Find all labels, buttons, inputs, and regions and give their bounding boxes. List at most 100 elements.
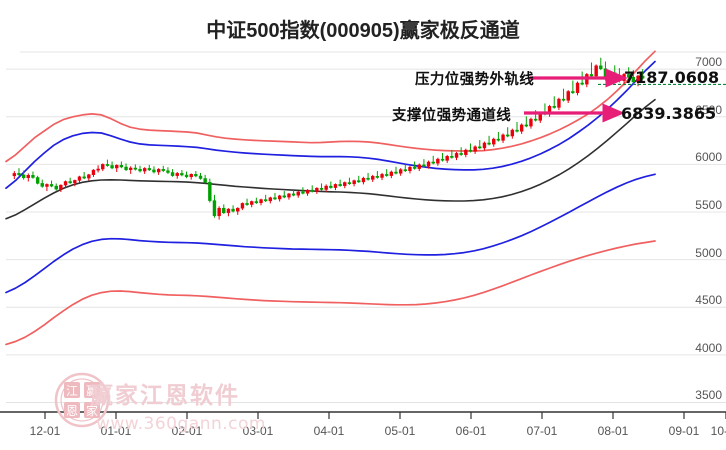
annotation-label-resistance: 压力位强势外轨线	[415, 72, 535, 88]
candle-body	[436, 158, 440, 164]
candle-body	[352, 180, 356, 185]
candle-body	[636, 75, 640, 83]
candle-body	[194, 174, 198, 177]
candle-body	[422, 164, 426, 167]
candle-body	[282, 195, 286, 198]
y-axis-tick-label: 6500	[695, 102, 722, 117]
candle-body	[515, 129, 519, 132]
candle-body	[380, 174, 384, 178]
candle-body	[529, 118, 533, 127]
candle-body	[124, 166, 128, 170]
candle-body	[184, 174, 189, 177]
candle-body	[82, 176, 86, 179]
candle-body	[259, 199, 263, 204]
candle-body	[245, 203, 249, 205]
x-axis-tick-label: 09-01	[668, 424, 700, 438]
candle-body	[366, 177, 370, 180]
candle-body	[580, 82, 584, 85]
candle-body	[305, 189, 310, 194]
candle-body	[371, 176, 375, 180]
candle-body	[310, 189, 314, 192]
candle-body	[384, 174, 389, 176]
candle-body	[212, 200, 217, 217]
candle-body	[403, 169, 408, 172]
candle-body	[236, 207, 240, 212]
candle-body	[35, 177, 40, 184]
candle-body	[524, 124, 529, 127]
candle-body	[254, 201, 259, 204]
y-axis-tick-label: 6000	[695, 150, 722, 165]
candle-body	[375, 176, 380, 178]
candle-body	[338, 184, 342, 186]
candle-body	[119, 165, 124, 168]
band-line-3	[5, 173, 656, 294]
candle-body	[319, 187, 324, 190]
candle-body	[417, 164, 421, 169]
candle-body	[492, 138, 496, 145]
candle-body	[49, 184, 54, 187]
candle-body	[594, 65, 598, 77]
candle-body	[54, 185, 58, 190]
x-axis-tick-label: 01-01	[100, 424, 132, 438]
candle-body	[440, 158, 445, 161]
x-axis-tick-label: 02-01	[171, 424, 203, 438]
candle-body	[566, 91, 570, 101]
candle-body	[175, 173, 179, 176]
candle-body	[510, 129, 515, 137]
y-axis-tick-label: 7000	[695, 55, 722, 70]
candle-body	[571, 91, 575, 93]
seal-char-0: 江	[66, 384, 78, 398]
candle-body	[291, 193, 296, 196]
candle-body	[273, 197, 277, 200]
candle-body	[17, 173, 21, 176]
x-axis-tick-label: 12-01	[29, 424, 61, 438]
candle-body	[226, 208, 231, 213]
candle-body	[189, 174, 193, 178]
x-axis-tick-label: 05-01	[384, 424, 416, 438]
candle-body	[408, 166, 412, 172]
candle-body	[40, 183, 44, 187]
candle-body	[464, 149, 468, 155]
candle-body	[63, 181, 68, 186]
watermark-brand: 赢家江恩软件	[90, 382, 240, 408]
candle-body	[101, 164, 105, 170]
page-title: 中证500指数(000905)赢家极反通道	[206, 20, 520, 42]
candle-body	[138, 169, 142, 172]
candle-body	[394, 171, 398, 174]
candle-body	[115, 165, 119, 169]
candle-body	[59, 184, 63, 190]
brand-seal-icon: 江 赢 恩 家	[54, 372, 110, 428]
x-axis-tick-label: 03-01	[242, 424, 274, 438]
candle-body	[445, 156, 449, 161]
candle-body	[105, 164, 110, 166]
candle-body	[361, 177, 366, 183]
candle-body	[324, 185, 328, 190]
candle-body	[496, 138, 501, 141]
candle-body	[277, 195, 282, 200]
candle-body	[110, 165, 114, 169]
candle-body	[231, 208, 235, 212]
y-axis-tick-label: 5500	[695, 198, 722, 212]
x-axis-tick-label: 06-01	[455, 424, 487, 438]
x-axis-tick-label: 08-01	[597, 424, 629, 438]
y-axis-tick-label: 4500	[695, 293, 722, 308]
candle-body	[68, 181, 72, 184]
candle-body	[156, 169, 161, 173]
candle-body	[640, 75, 645, 79]
candle-body	[431, 161, 435, 164]
candle-body	[450, 156, 454, 158]
y-axis-tick-label: 3500	[695, 388, 722, 403]
y-axis-tick-label: 5000	[695, 245, 722, 260]
band-line-1	[5, 60, 656, 190]
candle-body	[180, 173, 184, 176]
candle-body	[631, 76, 636, 83]
candle-body	[91, 169, 96, 175]
watermark-url: www.360gann.com	[96, 414, 266, 434]
candle-body	[315, 187, 319, 192]
candle-body	[268, 197, 273, 202]
candle-body	[170, 172, 175, 176]
candle-body	[468, 149, 473, 152]
